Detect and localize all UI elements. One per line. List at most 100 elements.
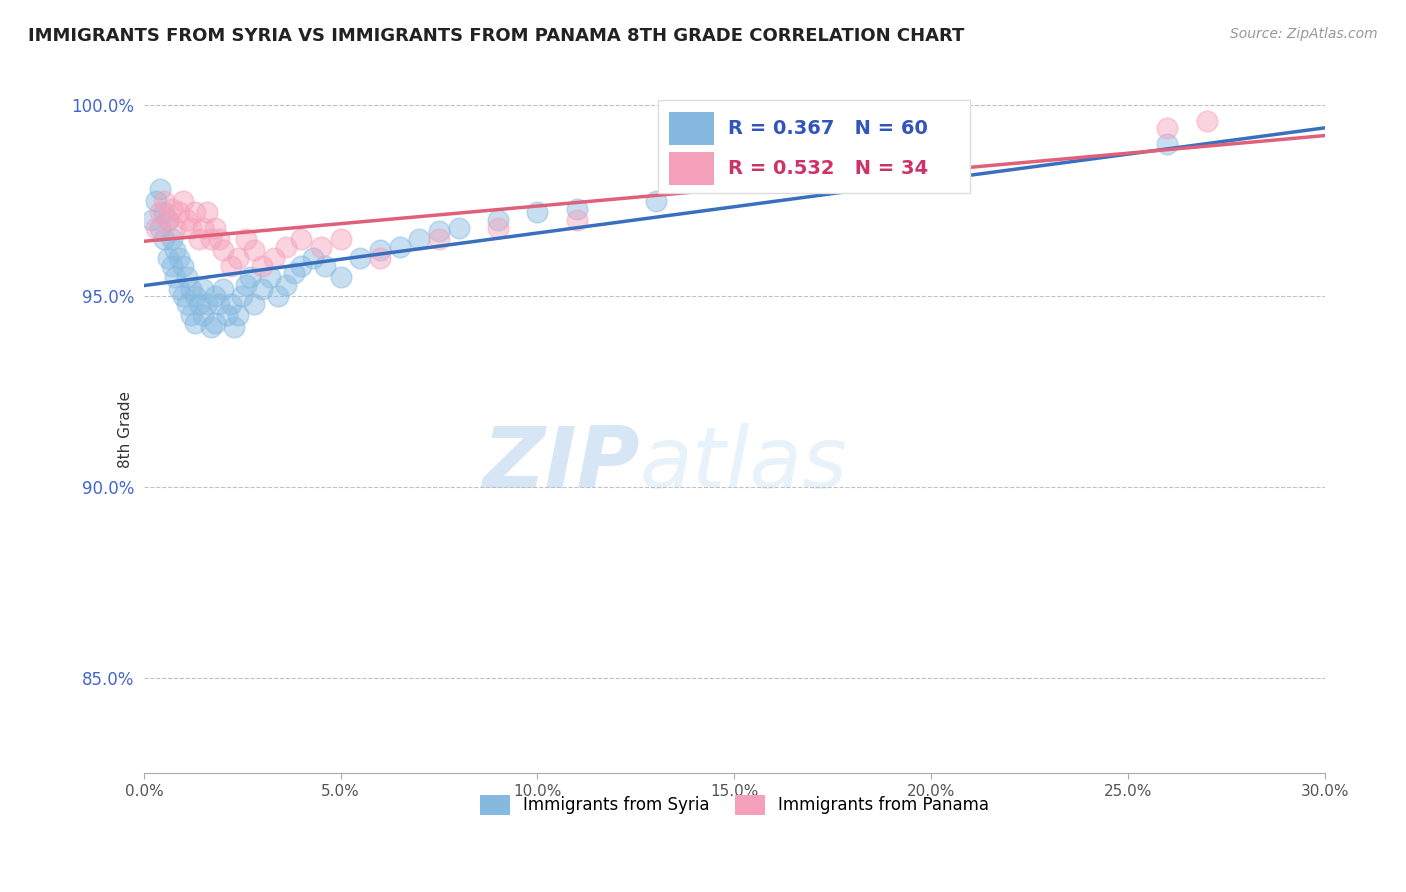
Point — [408, 232, 430, 246]
Point — [243, 244, 266, 258]
Point — [243, 297, 266, 311]
Point — [204, 220, 226, 235]
Point — [388, 240, 411, 254]
Point — [211, 244, 233, 258]
Point — [184, 289, 207, 303]
Point — [1156, 121, 1178, 136]
Point — [224, 319, 246, 334]
Point — [172, 259, 194, 273]
Point — [329, 270, 352, 285]
Point — [165, 244, 187, 258]
Point — [188, 232, 211, 246]
Point — [302, 251, 325, 265]
Point — [215, 309, 238, 323]
Point — [149, 182, 172, 196]
Point — [149, 220, 172, 235]
Point — [169, 282, 191, 296]
Point — [176, 270, 198, 285]
Point — [165, 220, 187, 235]
Point — [427, 232, 450, 246]
Point — [156, 251, 179, 265]
Point — [250, 259, 273, 273]
Point — [160, 202, 183, 216]
Text: Source: ZipAtlas.com: Source: ZipAtlas.com — [1230, 27, 1378, 41]
Point — [644, 194, 666, 208]
Point — [184, 205, 207, 219]
Point — [211, 282, 233, 296]
Point — [565, 202, 588, 216]
Point — [188, 297, 211, 311]
Point — [160, 259, 183, 273]
Point — [145, 220, 167, 235]
Point — [314, 259, 336, 273]
Point — [427, 224, 450, 238]
Point — [165, 270, 187, 285]
Point — [208, 297, 231, 311]
Legend: Immigrants from Syria, Immigrants from Panama: Immigrants from Syria, Immigrants from P… — [471, 787, 997, 823]
Point — [152, 205, 174, 219]
Point — [267, 289, 290, 303]
Point — [160, 232, 183, 246]
Text: R = 0.532   N = 34: R = 0.532 N = 34 — [728, 159, 928, 178]
Point — [283, 266, 305, 280]
Point — [141, 213, 163, 227]
Point — [239, 270, 262, 285]
Point — [309, 240, 332, 254]
Point — [920, 175, 942, 189]
Text: IMMIGRANTS FROM SYRIA VS IMMIGRANTS FROM PANAMA 8TH GRADE CORRELATION CHART: IMMIGRANTS FROM SYRIA VS IMMIGRANTS FROM… — [28, 27, 965, 45]
Point — [368, 251, 391, 265]
Point — [526, 205, 548, 219]
Point — [152, 232, 174, 246]
Point — [152, 194, 174, 208]
Point — [263, 251, 285, 265]
Point — [204, 316, 226, 330]
Point — [200, 232, 222, 246]
Point — [169, 205, 191, 219]
Point — [149, 205, 172, 219]
Point — [228, 309, 250, 323]
Point — [235, 277, 257, 292]
Point — [486, 213, 509, 227]
Point — [180, 309, 202, 323]
Point — [250, 282, 273, 296]
Point — [565, 213, 588, 227]
Point — [228, 251, 250, 265]
Point — [231, 289, 253, 303]
Point — [290, 259, 312, 273]
Point — [204, 289, 226, 303]
Text: atlas: atlas — [640, 423, 848, 506]
Point — [156, 213, 179, 227]
Point — [219, 297, 242, 311]
Point — [180, 282, 202, 296]
Point — [191, 282, 214, 296]
Point — [180, 220, 202, 235]
Point — [176, 297, 198, 311]
Point — [195, 205, 218, 219]
Point — [191, 220, 214, 235]
Point — [219, 259, 242, 273]
Point — [349, 251, 371, 265]
Point — [274, 277, 297, 292]
Point — [235, 232, 257, 246]
Point — [274, 240, 297, 254]
Point — [200, 319, 222, 334]
Point — [169, 251, 191, 265]
Text: ZIP: ZIP — [482, 423, 640, 506]
FancyBboxPatch shape — [669, 112, 714, 145]
Point — [486, 220, 509, 235]
Point — [172, 194, 194, 208]
Point — [172, 289, 194, 303]
Point — [208, 232, 231, 246]
FancyBboxPatch shape — [658, 100, 970, 193]
Point — [259, 270, 281, 285]
Point — [156, 213, 179, 227]
Y-axis label: 8th Grade: 8th Grade — [118, 392, 132, 468]
Point — [368, 244, 391, 258]
Point — [145, 194, 167, 208]
Point — [290, 232, 312, 246]
Point — [195, 297, 218, 311]
Point — [447, 220, 470, 235]
Text: R = 0.367   N = 60: R = 0.367 N = 60 — [728, 119, 928, 137]
FancyBboxPatch shape — [669, 152, 714, 185]
Point — [191, 309, 214, 323]
